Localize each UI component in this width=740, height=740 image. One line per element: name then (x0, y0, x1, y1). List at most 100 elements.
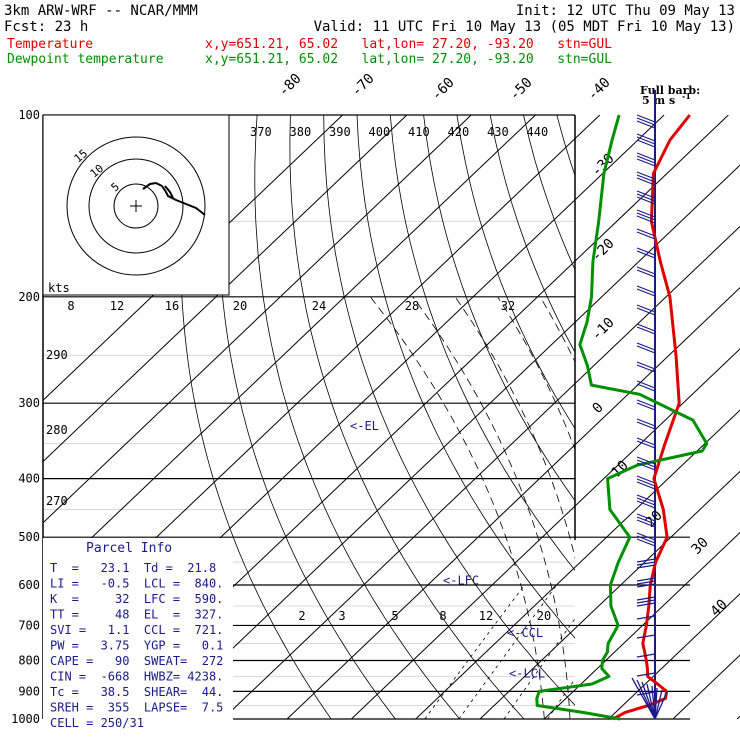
pressure-label-1000: 1000 (11, 712, 40, 726)
wind-barb-flag (636, 418, 656, 427)
isotherm (286, 286, 740, 719)
theta-label-430: 430 (487, 125, 509, 139)
dewpoint-line (535, 114, 709, 721)
wind-barb-flag (636, 196, 656, 205)
theta-label-290: 290 (46, 348, 68, 362)
theta-label-380: 380 (290, 125, 312, 139)
parcel-row: SREH = 355 LAPSE= 7.5 (50, 701, 223, 715)
surface-barb-line (654, 689, 663, 720)
surface-barb-line (651, 685, 656, 720)
wind-barb-flag (636, 288, 656, 297)
wind-barb-flag (636, 345, 656, 354)
wind-barb (636, 342, 656, 354)
wind-barb (636, 634, 656, 639)
pressure-axis-labels: 100 200 300 400 500 600 700 800 900 1000 (11, 108, 40, 726)
wind-barb-flag (636, 558, 656, 563)
wind-barb-flag (636, 634, 656, 639)
theta-label-400: 400 (369, 125, 391, 139)
wind-barb (636, 114, 656, 129)
parcel-box-bg (43, 538, 233, 720)
wind-barb (636, 266, 656, 278)
wind-barb (636, 247, 656, 259)
isotherm (158, 164, 740, 719)
parcel-row: T = 23.1 Td = 21.8 (50, 561, 216, 575)
annotation-ccl: <-CCL (507, 626, 543, 640)
wind-barb (636, 475, 656, 490)
mixing-ratio-label-12: 12 (110, 299, 124, 313)
wind-barb (636, 494, 656, 509)
wind-barb-flag (636, 500, 656, 509)
legend-temperature-info: x,y=651.21, 65.02 lat,lon= 27.20, -93.20… (205, 37, 612, 52)
mixing-ratio-label-8: 8 (67, 299, 74, 313)
parcel-row: TT = 48 EL = 327. (50, 608, 223, 622)
surface-barb-line (636, 679, 656, 720)
wind-barb (636, 532, 656, 547)
wind-barb-flag (636, 596, 656, 601)
dry-adiabat (423, 115, 575, 502)
pressure-label-900: 900 (18, 684, 40, 698)
dry-adiabat (180, 115, 332, 719)
wind-barb-flag (636, 380, 656, 389)
wind-barb-flag (636, 174, 656, 183)
pressure-label-600: 600 (18, 578, 40, 592)
barb-key-exponent: -1 (682, 91, 691, 101)
wind-barb-flag (636, 599, 656, 604)
wind-barb (636, 304, 656, 316)
wind-barb-flag (636, 383, 656, 392)
isotherm (479, 470, 740, 719)
mixing-ratio-label-16: 16 (165, 299, 179, 313)
wind-barb-flag (636, 285, 656, 294)
surface-barb-line (654, 687, 658, 720)
annotation-el: <-EL (350, 419, 379, 433)
annotation-lcl: <-LCL (509, 666, 545, 680)
wind-barb-flag (636, 440, 656, 449)
wind-barb-flag (636, 535, 656, 544)
wind-barb (636, 380, 656, 392)
parcel-row: CAPE = 90 SWEAT= 272 (50, 654, 223, 668)
wind-barb (636, 228, 656, 240)
wind-barb-flag (636, 602, 656, 607)
wind-barb-flag (636, 247, 656, 256)
level-annotations: <-EL <-LFC <-CCL <-LCL (350, 419, 545, 680)
valid-time: Valid: 11 UTC Fri 10 May 13 (05 MDT Fri … (314, 19, 735, 35)
isotherm (415, 409, 740, 719)
pressure-label-300: 300 (18, 396, 40, 410)
wind-barb-flag (636, 478, 656, 487)
parcel-row: CELL = 250/31 (50, 716, 144, 730)
pressure-label-200: 200 (18, 290, 40, 304)
wind-barb (636, 513, 656, 528)
wind-barb-flag (636, 462, 656, 471)
wind-barb-flag (636, 307, 656, 316)
surface-barb-line (641, 681, 656, 720)
dry-adiabat (323, 115, 575, 706)
model-title: 3km ARW-WRF -- NCAR/MMM (4, 3, 198, 19)
wind-barb (636, 171, 656, 186)
parcel-row: PW = 3.75 YGP = 0.1 (50, 639, 223, 653)
isotherm (43, 115, 536, 585)
wind-barb-flag (636, 513, 656, 522)
wind-barb (636, 456, 656, 471)
parcel-row: LI = -0.5 LCL = 840. (50, 577, 223, 591)
wind-barbs (631, 114, 668, 720)
parcel-row: K = 32 LFC = 590. (50, 592, 223, 606)
parcel-row: SVI = 1.1 CCL = 721. (50, 623, 223, 637)
wind-barb-flag (636, 158, 656, 167)
wind-barb-flag (636, 228, 656, 237)
theta-label-370: 370 (250, 125, 272, 139)
wind-barb-flag (636, 437, 656, 446)
wind-barb (636, 361, 656, 373)
wind-barb (636, 615, 656, 620)
wind-barb-flag (636, 459, 656, 468)
isotherm (608, 593, 740, 719)
parcel-info-box: Parcel Info T = 23.1 Td = 21.8 LI = -0.5 … (43, 538, 233, 730)
mixing-ratio-label-32: 32 (501, 299, 515, 313)
legend-temperature-name: Temperature (7, 37, 93, 52)
parcel-row: Tc = 38.5 SHEAR= 44. (50, 685, 223, 699)
isotherm (43, 115, 472, 524)
mixing-ratio-label-8: 8 (439, 609, 446, 623)
wind-barb (636, 190, 656, 205)
wind-barb-flag (636, 323, 656, 332)
legend-dewpoint-name: Dewpoint temperature (7, 52, 164, 67)
mixing-ratio-label-20: 20 (233, 299, 247, 313)
